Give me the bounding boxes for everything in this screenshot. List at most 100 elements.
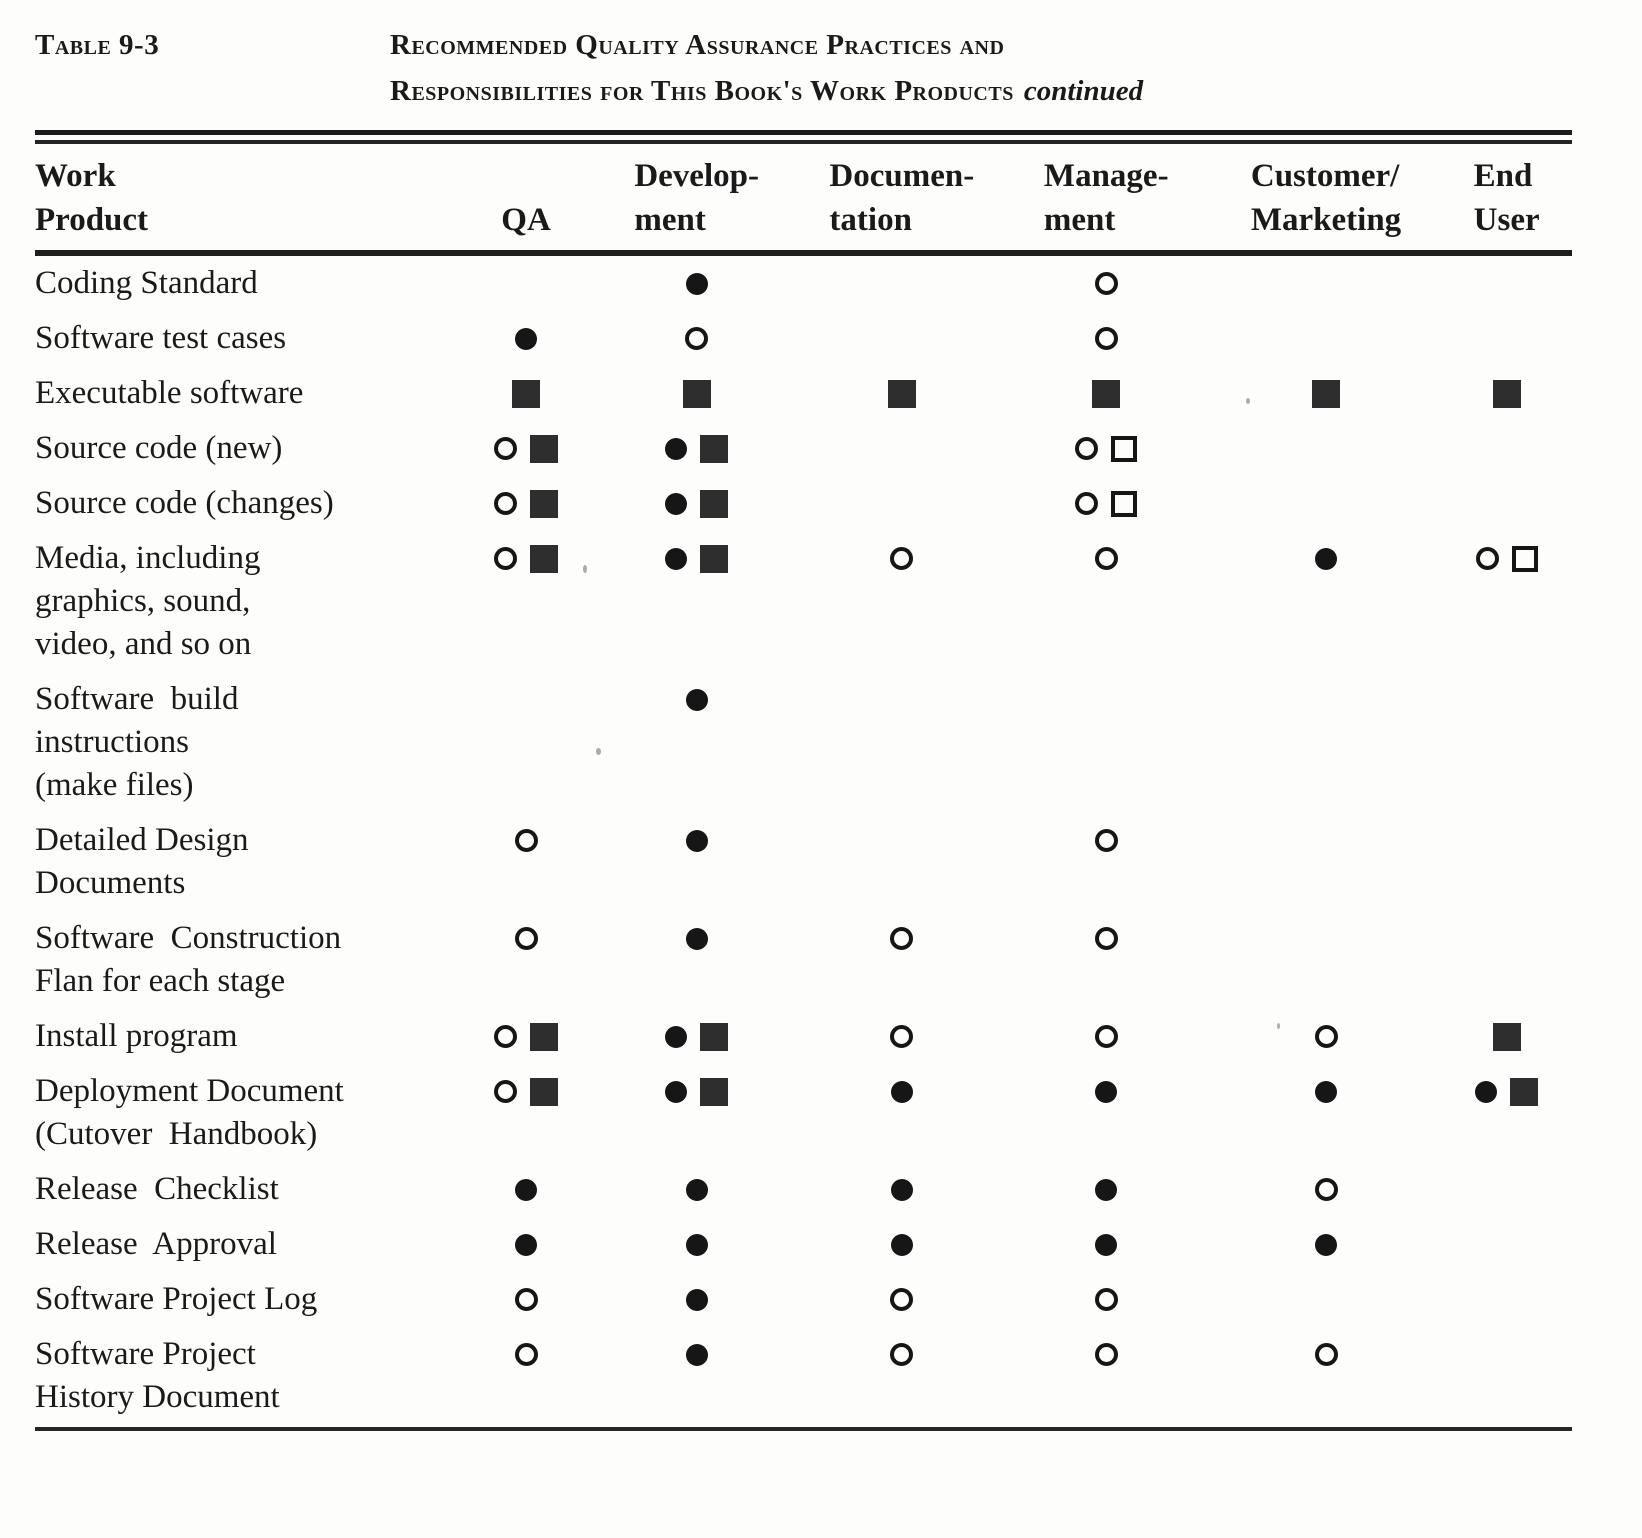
cell-development	[591, 311, 802, 366]
cell-customer_marketing	[1211, 1272, 1442, 1327]
cell-end_user	[1441, 813, 1572, 911]
cell-management	[1002, 421, 1211, 476]
table-number-label: Table 9-3	[35, 29, 160, 61]
cell-end_user	[1441, 366, 1572, 421]
filled-square-icon	[700, 1077, 729, 1106]
open-circle-icon	[494, 1080, 518, 1103]
cell-qa	[461, 1272, 592, 1327]
open-circle-icon	[494, 437, 518, 460]
filled-square-icon	[682, 379, 711, 408]
cell-management	[1002, 531, 1211, 672]
work-product-label: Source code (changes)	[35, 485, 334, 521]
cell-qa	[461, 256, 592, 311]
cell-development	[591, 366, 802, 421]
filled-square-icon	[1510, 1077, 1539, 1106]
cell-documentation	[802, 911, 1002, 1009]
cell-management	[1002, 366, 1211, 421]
cell-development	[591, 531, 802, 672]
table-row: Software build instructions (make files)	[35, 672, 1572, 813]
cell-qa	[461, 421, 592, 476]
table-row: Coding Standard	[35, 256, 1572, 311]
cell-end_user	[1441, 311, 1572, 366]
table-caption: Table 9-3 Recommended Quality Assurance …	[35, 22, 1572, 114]
cell-documentation	[802, 1009, 1002, 1064]
scan-speck	[596, 748, 601, 755]
cell-management	[1002, 256, 1211, 311]
table-title-line-1: Recommended Quality Assurance Practices …	[390, 29, 1005, 61]
column-header-work_product: Work Product	[35, 158, 149, 238]
cell-end_user	[1441, 1009, 1572, 1064]
header-separator-rule	[35, 250, 1572, 256]
cell-customer_marketing	[1211, 531, 1442, 672]
open-circle-icon	[890, 1343, 914, 1366]
open-circle-icon	[514, 1343, 538, 1366]
table-title-line-2-text: Responsibilities for This Book's Work Pr…	[390, 75, 1014, 107]
cell-development	[591, 1217, 802, 1272]
open-circle-icon	[514, 927, 538, 950]
work-product-label: Software test cases	[35, 320, 287, 356]
filled-circle-icon	[665, 547, 688, 570]
work-product-label: Software build instructions (make files)	[35, 681, 239, 803]
cell-end_user	[1441, 911, 1572, 1009]
column-header-management: Manage-ment	[1043, 158, 1169, 238]
filled-circle-icon	[1315, 1080, 1338, 1103]
cell-development	[591, 1327, 802, 1425]
open-circle-icon	[1314, 1025, 1338, 1048]
table-row: Software Construction Flan for each stage	[35, 911, 1572, 1009]
open-square-icon	[1111, 435, 1138, 462]
filled-circle-icon	[515, 1233, 538, 1256]
filled-circle-icon	[685, 1343, 708, 1366]
cell-management	[1002, 1064, 1211, 1162]
cell-qa	[461, 531, 592, 672]
work-product-label: Coding Standard	[35, 265, 258, 301]
cell-development	[591, 672, 802, 813]
cell-customer_marketing	[1211, 1217, 1442, 1272]
cell-end_user	[1441, 256, 1572, 311]
filled-circle-icon	[685, 272, 708, 295]
filled-square-icon	[700, 489, 729, 518]
cell-documentation	[802, 1217, 1002, 1272]
open-circle-icon	[685, 327, 709, 350]
filled-square-icon	[700, 544, 729, 573]
open-circle-icon	[890, 1025, 914, 1048]
qa-responsibilities-table: Work Product QA Develop-ment Documen-tation M…	[35, 144, 1572, 250]
table-row: Executable software	[35, 366, 1572, 421]
filled-circle-icon	[1095, 1178, 1118, 1201]
table-header: Work Product QA Develop-ment Documen-tation M…	[35, 144, 1572, 250]
column-header-documentation: Documen-tation	[829, 158, 975, 238]
table-row: Software Project History Document	[35, 1327, 1572, 1425]
cell-documentation	[802, 672, 1002, 813]
filled-circle-icon	[1095, 1080, 1118, 1103]
open-circle-icon	[1094, 927, 1118, 950]
cell-qa	[461, 672, 592, 813]
cell-qa	[461, 1217, 592, 1272]
work-product-label: Software Project History Document	[35, 1336, 280, 1415]
table-row: Release Approval	[35, 1217, 1572, 1272]
filled-circle-icon	[685, 1288, 708, 1311]
filled-circle-icon	[665, 1080, 688, 1103]
scan-speck	[1246, 398, 1250, 404]
open-square-icon	[1111, 490, 1138, 517]
cell-documentation	[802, 813, 1002, 911]
filled-circle-icon	[515, 327, 538, 350]
cell-management	[1002, 813, 1211, 911]
filled-square-icon	[1492, 379, 1521, 408]
open-circle-icon	[494, 1025, 518, 1048]
continued-note: continued	[1023, 75, 1144, 107]
cell-customer_marketing	[1211, 1009, 1442, 1064]
filled-square-icon	[530, 1022, 559, 1051]
cell-customer_marketing	[1211, 672, 1442, 813]
open-circle-icon	[1094, 1288, 1118, 1311]
cell-management	[1002, 1272, 1211, 1327]
cell-end_user	[1441, 476, 1572, 531]
cell-customer_marketing	[1211, 421, 1442, 476]
table-row: Media, including graphics, sound, video, a…	[35, 531, 1572, 672]
cell-development	[591, 1162, 802, 1217]
cell-qa	[461, 476, 592, 531]
cell-customer_marketing	[1211, 476, 1442, 531]
work-product-label: Release Approval	[35, 1226, 277, 1262]
cell-customer_marketing	[1211, 366, 1442, 421]
filled-circle-icon	[685, 688, 708, 711]
cell-end_user	[1441, 531, 1572, 672]
